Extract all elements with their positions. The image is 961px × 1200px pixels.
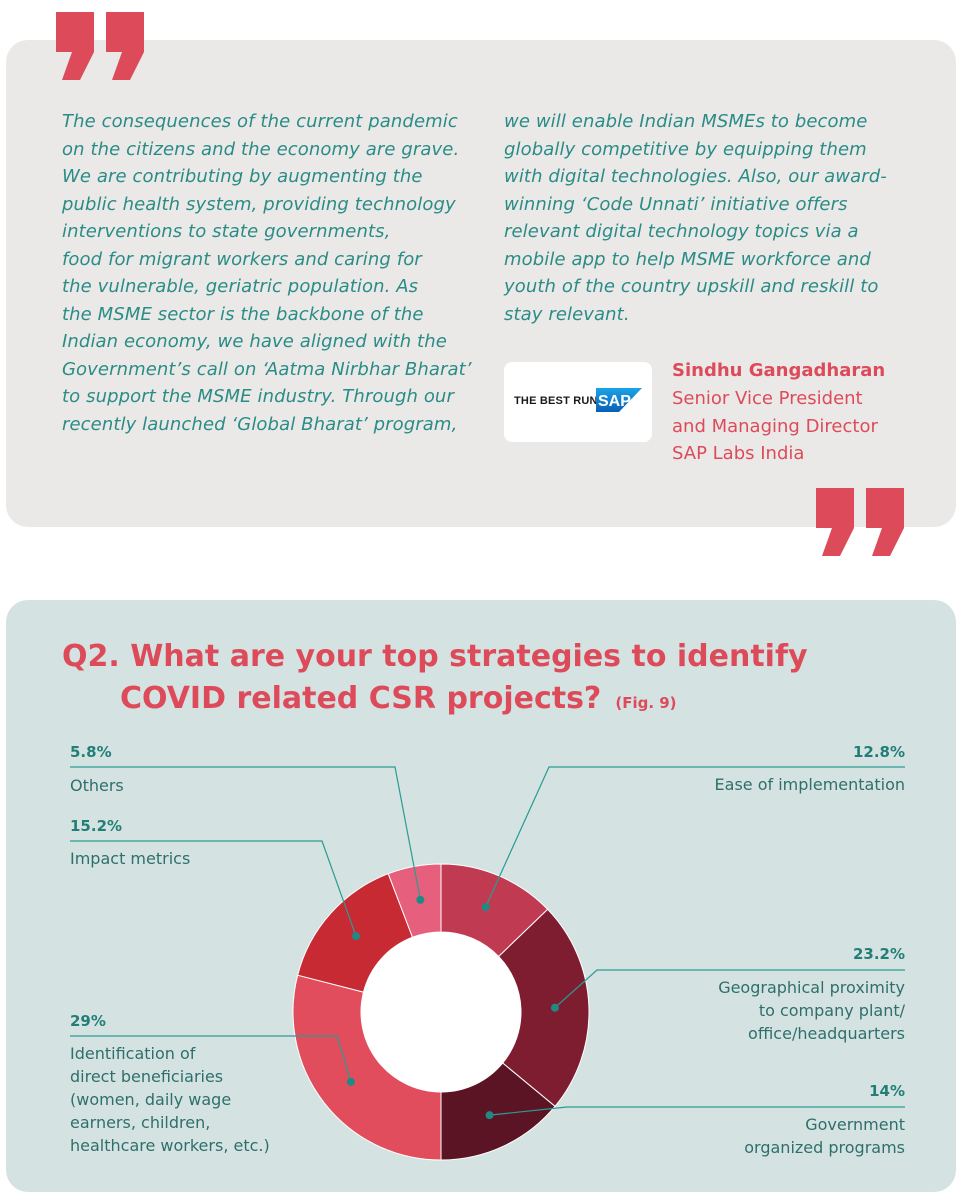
leader-dot [481, 903, 490, 912]
sap-badge-text: SAP [598, 393, 631, 410]
label-impact: Impact metrics [70, 847, 190, 870]
quote-line: winning ‘Code Unnati’ initiative offers [504, 193, 848, 215]
leader-dot [485, 1111, 494, 1120]
figure-ref: (Fig. 9) [615, 694, 677, 712]
pct-geo: 23.2% [852, 945, 905, 963]
quote-text-left: The consequences of the current pandemic… [62, 108, 482, 438]
quote-line: we will enable Indian MSMEs to become [504, 111, 868, 132]
label-line: healthcare workers, etc.) [70, 1136, 270, 1155]
label-line: earners, children, [70, 1113, 211, 1132]
quote-line: public health system, providing technolo… [62, 193, 456, 215]
pct-others: 5.8% [70, 743, 112, 761]
chart-title-line-1: Q2. What are your top strategies to iden… [62, 639, 808, 674]
leader-line [70, 1035, 352, 1083]
quote-line: on the citizens and the economy are grav… [62, 138, 460, 160]
leader-dot [351, 932, 360, 941]
quote-line: the MSME sector is the backbone of the [62, 303, 424, 325]
quote-line: the vulnerable, geriatric population. As [62, 276, 419, 297]
close-quote-icon [816, 488, 904, 556]
logo-text: THE BEST RUN [514, 395, 598, 407]
label-line: Impact metrics [70, 849, 191, 868]
leader-line [489, 1106, 905, 1116]
quote-line: food for migrant workers and caring for [62, 248, 422, 270]
chart-title-line-2: COVID related CSR projects? [120, 681, 602, 716]
label-line: to company plant/ [758, 1001, 905, 1020]
leader-dot [416, 895, 425, 904]
label-ident: Identification of direct beneficiaries (… [70, 1042, 270, 1157]
label-line: office/headquarters [748, 1024, 905, 1043]
label-geo: Geographical proximity to company plant/… [718, 976, 905, 1045]
quote-line: Government’s call on ‘Aatma Nirbhar Bhar… [62, 358, 472, 380]
quote-line: We are contributing by augmenting the [62, 166, 423, 187]
author-title-2: and Managing Director [672, 415, 878, 437]
author-org: SAP Labs India [672, 443, 805, 464]
label-line: direct beneficiaries [70, 1067, 224, 1086]
quote-line: Indian economy, we have aligned with the [62, 331, 447, 352]
quote-line: stay relevant. [504, 303, 630, 325]
quote-line: globally competitive by equipping them [504, 138, 867, 160]
pct-gov: 14% [869, 1082, 905, 1100]
author-name: Sindhu Gangadharan [672, 360, 886, 381]
quote-text-right: we will enable Indian MSMEs to become gl… [504, 108, 924, 328]
quote-line: The consequences of the current pandemic [62, 111, 458, 132]
leader-line [485, 766, 905, 908]
label-ease: Ease of implementation [715, 773, 905, 796]
quote-line: interventions to state governments, [62, 221, 391, 242]
label-line: Ease of implementation [714, 775, 905, 794]
quote-line: recently launched ‘Global Bharat’ progra… [62, 413, 458, 435]
author-title-1: Senior Vice President [672, 388, 863, 409]
leader-dot [346, 1077, 355, 1086]
sap-logo: THE BEST RUN SAP [504, 362, 652, 442]
quote-card [6, 40, 956, 527]
chart-title: Q2. What are your top strategies to iden… [62, 636, 808, 724]
label-line: Others [70, 776, 124, 795]
quote-line: youth of the country upskill and reskill… [504, 276, 879, 297]
label-others: Others [70, 774, 124, 797]
label-line: organized programs [744, 1138, 905, 1157]
leader-line [70, 840, 357, 937]
label-line: (women, daily wage [70, 1090, 232, 1109]
leader-line [70, 766, 421, 900]
label-gov: Government organized programs [744, 1113, 905, 1159]
quote-line: with digital technologies. Also, our awa… [504, 166, 887, 187]
quote-line: to support the MSME industry. Through ou… [62, 386, 454, 407]
label-line: Geographical proximity [718, 978, 905, 997]
quote-line: relevant digital technology topics via a [504, 221, 859, 242]
quote-line: mobile app to help MSME workforce and [504, 248, 871, 270]
sap-badge-icon: SAP [596, 388, 642, 412]
pct-ident: 29% [70, 1012, 106, 1030]
open-quote-icon [56, 12, 144, 80]
label-line: Identification of [70, 1044, 196, 1063]
leader-dot [550, 1003, 559, 1012]
author-block: Sindhu Gangadharan Senior Vice President… [672, 357, 885, 468]
pct-impact: 15.2% [70, 817, 123, 835]
leader-line [554, 969, 905, 1009]
label-line: Government [805, 1115, 905, 1134]
donut-hole [361, 932, 521, 1092]
pct-ease: 12.8% [852, 743, 905, 761]
